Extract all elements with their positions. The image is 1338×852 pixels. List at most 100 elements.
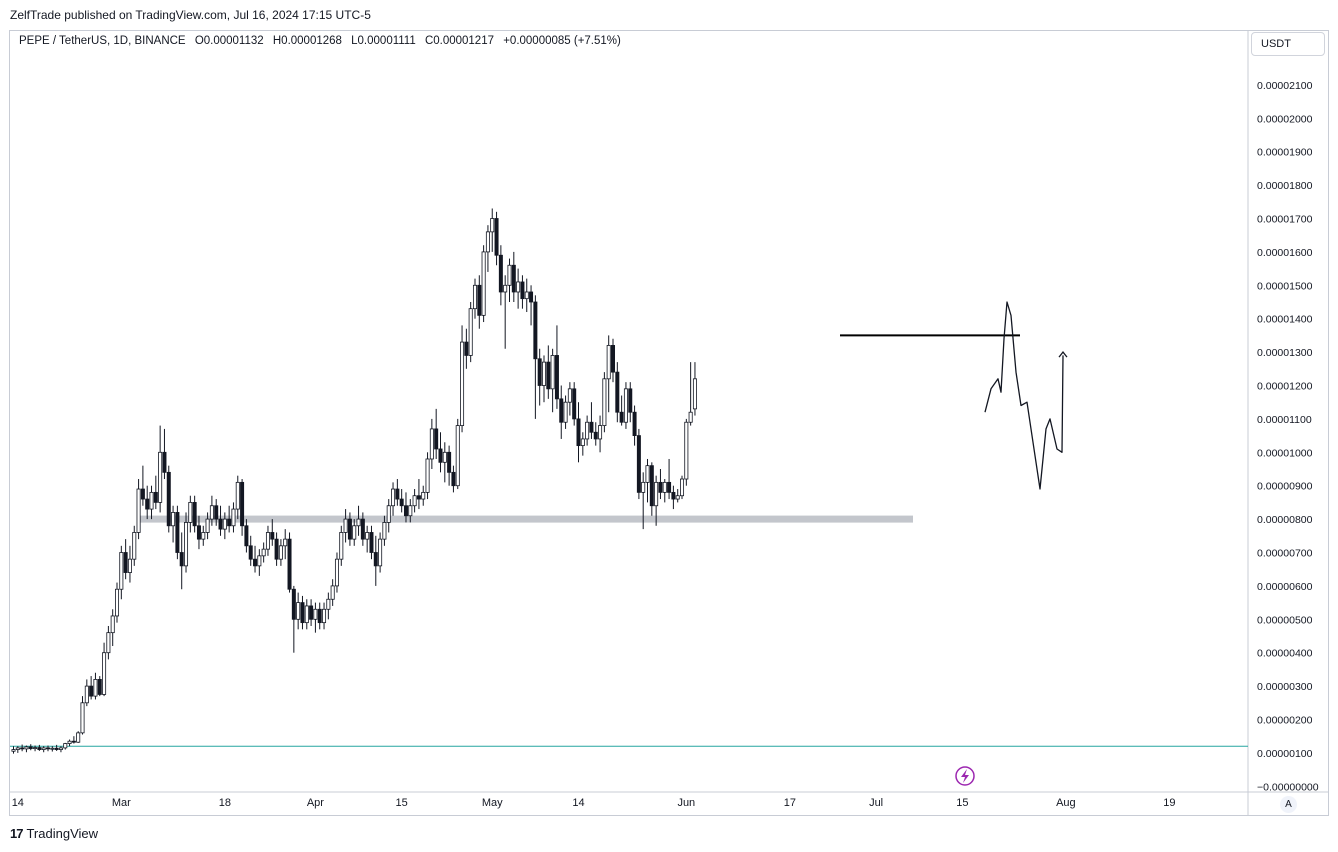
candle — [684, 418, 689, 486]
candle — [382, 515, 387, 546]
candle-body — [649, 465, 654, 507]
candle — [485, 225, 490, 272]
time-tick-label: Apr — [307, 797, 324, 809]
candle — [24, 745, 29, 753]
candle — [447, 445, 452, 486]
candle — [106, 625, 111, 660]
candle — [265, 525, 270, 556]
candle — [132, 525, 137, 566]
candle-body — [451, 471, 456, 487]
candle — [270, 519, 275, 546]
price-tick-label: 0.00000500 — [1257, 614, 1313, 626]
candle-body — [472, 284, 477, 310]
candle — [671, 485, 676, 510]
tradingview-logo[interactable]: 17 TradingView — [10, 826, 98, 841]
candle — [352, 519, 357, 546]
legend-close: C0.00001217 — [424, 35, 494, 47]
legend-high: H0.00001268 — [272, 35, 342, 47]
candle-body — [403, 505, 408, 517]
candle — [214, 499, 219, 526]
price-tick-label: 0.00002000 — [1257, 113, 1313, 125]
candle — [28, 744, 33, 751]
candle — [611, 338, 616, 383]
candle — [520, 275, 525, 309]
candle — [97, 676, 102, 697]
candle — [140, 465, 145, 506]
candle — [166, 465, 171, 533]
price-tick-label: 0.00001400 — [1257, 314, 1313, 326]
candle — [442, 442, 447, 483]
candle — [296, 592, 301, 630]
candle-body — [317, 608, 322, 624]
candle — [589, 402, 594, 439]
price-tick-label: 0.00001600 — [1257, 247, 1313, 259]
candle — [115, 582, 120, 623]
candle — [511, 251, 516, 302]
candle — [188, 495, 193, 533]
candle-body — [123, 552, 128, 573]
candle-body — [127, 558, 132, 573]
price-tick-label: 0.00001800 — [1257, 180, 1313, 192]
candle — [412, 489, 417, 513]
candle — [149, 485, 154, 520]
candle — [541, 355, 546, 403]
candle — [572, 382, 577, 426]
candle — [153, 475, 158, 510]
candle-body — [373, 552, 378, 567]
candle-body — [516, 281, 521, 293]
candle-body — [636, 435, 641, 493]
candle-body — [503, 284, 508, 293]
candle — [675, 489, 680, 503]
currency-selector[interactable]: USDT — [1251, 32, 1325, 56]
candle — [222, 512, 227, 540]
candle — [498, 245, 503, 306]
candle — [619, 395, 624, 426]
candle-body — [464, 341, 469, 356]
candle-body — [205, 518, 210, 533]
candle-body — [41, 747, 46, 750]
candle — [244, 519, 249, 553]
candle-body — [382, 522, 387, 540]
candle — [654, 475, 659, 526]
candle — [309, 599, 314, 626]
price-tick-label: 0.00001900 — [1257, 147, 1313, 159]
candle-body — [563, 401, 568, 423]
price-tick-label: 0.00001500 — [1257, 280, 1313, 292]
price-tick-label: 0.00001200 — [1257, 381, 1313, 393]
candle-body — [188, 501, 193, 523]
candle — [477, 275, 482, 329]
price-tick-label: 0.00000700 — [1257, 548, 1313, 560]
candle-body — [214, 505, 219, 520]
candle-body — [93, 679, 98, 697]
candle — [326, 592, 331, 620]
candle — [533, 295, 538, 419]
candle — [179, 532, 184, 590]
candle-body — [386, 505, 391, 523]
candle — [628, 382, 633, 423]
auto-scale-button[interactable]: A — [1280, 796, 1297, 813]
candle-body — [265, 532, 270, 550]
candle-body — [391, 488, 396, 507]
candle — [334, 552, 339, 593]
candle-body — [140, 488, 145, 500]
candle-body — [619, 411, 624, 423]
price-tick-label: 0.00000300 — [1257, 681, 1313, 693]
candle — [15, 746, 20, 753]
candle-body — [421, 491, 426, 500]
candle-body — [442, 451, 447, 463]
candle — [46, 745, 51, 752]
candle-body — [326, 598, 331, 610]
candle-body — [313, 608, 318, 620]
candle — [33, 745, 38, 752]
candle — [615, 362, 620, 423]
candle-body — [615, 371, 620, 413]
candle — [550, 348, 555, 413]
legend-low: L0.00001111 — [351, 35, 416, 47]
candle-body — [395, 488, 400, 500]
candle — [37, 744, 42, 751]
candle-body — [287, 538, 292, 590]
candle-body — [28, 746, 33, 749]
time-tick-label: May — [482, 797, 503, 809]
candle — [602, 372, 607, 433]
